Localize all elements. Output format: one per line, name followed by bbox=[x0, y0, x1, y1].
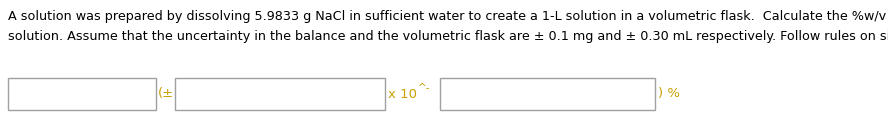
Bar bbox=[175, 78, 385, 110]
Text: ) %: ) % bbox=[658, 87, 680, 101]
Bar bbox=[440, 78, 655, 110]
Bar bbox=[8, 78, 156, 110]
Text: ^-: ^- bbox=[418, 82, 431, 92]
Text: (±: (± bbox=[158, 87, 174, 101]
Text: x 10: x 10 bbox=[388, 87, 417, 101]
Text: solution. Assume that the uncertainty in the balance and the volumetric flask ar: solution. Assume that the uncertainty in… bbox=[8, 30, 888, 43]
Text: A solution was prepared by dissolving 5.9833 g NaCl in sufficient water to creat: A solution was prepared by dissolving 5.… bbox=[8, 10, 888, 23]
